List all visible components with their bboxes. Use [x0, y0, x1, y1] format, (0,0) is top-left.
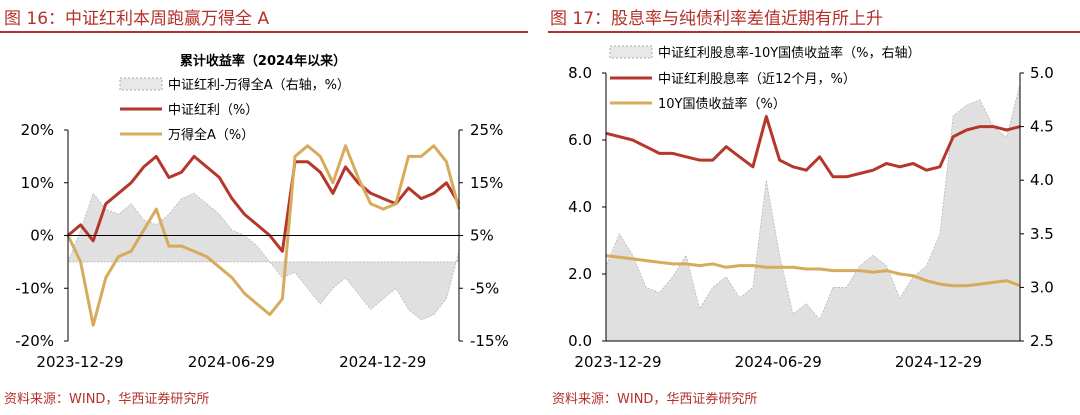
- right-figure-title: 图 17：股息率与纯债利率差值近期有所上升: [550, 9, 884, 29]
- right-y-right-tick-label: 5.0: [1030, 64, 1054, 82]
- left-x-tick-label: 2024-12-29: [339, 353, 426, 371]
- left-source-note: 资料来源：WIND，华西证券研究所: [4, 392, 210, 407]
- right-series-1-line: [605, 115, 1021, 179]
- right-y-right-tick-label: 4.0: [1030, 171, 1054, 189]
- right-y-left-tick-label: 4.0: [568, 198, 592, 216]
- right-series-0-area: [605, 83, 1021, 342]
- right-tick-layer: 8.0 6.0 4.0 2.0 0.0 5.0 4.5 4.0 3.5 3.0 2.5 2023-12…: [568, 64, 1054, 371]
- left-legend-label-wind: 万得全A（%）: [168, 127, 254, 143]
- right-y-left-tick-label: 0.0: [568, 332, 592, 350]
- right-y-right-tick-label: 2.5: [1030, 332, 1054, 350]
- left-y-right-tick-label: 25%: [470, 121, 503, 139]
- left-tick-layer: 20% 10% 0% -10% -20% 25% 15% 5% -5% -15% 2023-12-2…: [15, 121, 509, 371]
- right-legend-label-dividend: 中证红利股息率（近12个月，%）: [658, 71, 856, 87]
- left-y-right-tick-label: 15%: [470, 174, 503, 192]
- left-y-left-tick-label: 20%: [21, 121, 54, 139]
- left-figure-title: 图 16：中证红利本周跑赢万得全 A: [4, 9, 270, 29]
- left-chart: 20% 10% 0% -10% -20% 25% 15% 5% -5% -15% 2023-12-2…: [15, 53, 509, 371]
- left-y-right-tick-label: 5%: [470, 227, 494, 245]
- right-title-rule: [548, 31, 1080, 33]
- right-source-note: 资料来源：WIND，华西证券研究所: [552, 392, 758, 407]
- left-series-1-line: [67, 154, 461, 253]
- right-y-left-tick-label: 6.0: [568, 131, 592, 149]
- right-y-right-tick-label: 3.5: [1030, 225, 1054, 243]
- left-legend: 中证红利-万得全A（右轴，%） 中证红利（%） 万得全A（%）: [119, 77, 350, 143]
- left-y-right-tick-label: -5%: [470, 279, 499, 297]
- left-legend-swatch-area: [119, 77, 163, 91]
- left-title-rule: [0, 31, 528, 33]
- right-y-left-tick-label: 8.0: [568, 64, 592, 82]
- right-x-tick-label: 2024-06-29: [735, 353, 822, 371]
- right-x-tick-label: 2023-12-29: [574, 353, 661, 371]
- right-legend-swatch-area: [609, 45, 653, 59]
- right-legend: 中证红利股息率-10Y国债收益率（%，右轴） 中证红利股息率（近12个月，%） …: [609, 45, 921, 112]
- right-series-2-line: [605, 254, 1021, 288]
- right-y-left-tick-label: 2.0: [568, 265, 592, 283]
- left-series-2-line: [66, 144, 461, 327]
- right-area-layer: [605, 83, 1021, 342]
- right-line-layer: [605, 115, 1021, 288]
- right-legend-label-bond: 10Y国债收益率（%）: [658, 96, 786, 112]
- left-legend-label-dividend: 中证红利（%）: [168, 102, 258, 118]
- right-chart: 8.0 6.0 4.0 2.0 0.0 5.0 4.5 4.0 3.5 3.0 2.5 2023-12…: [568, 45, 1054, 371]
- right-legend-label-area: 中证红利股息率-10Y国债收益率（%，右轴）: [658, 45, 921, 61]
- left-legend-label-area: 中证红利-万得全A（右轴，%）: [168, 77, 350, 93]
- left-x-tick-label: 2023-12-29: [36, 353, 123, 371]
- left-area-layer: [67, 192, 460, 321]
- left-y-left-tick-label: -10%: [15, 279, 54, 297]
- right-y-right-tick-label: 4.5: [1030, 118, 1054, 136]
- left-series-0-area: [67, 192, 460, 321]
- right-y-right-tick-label: 3.0: [1030, 278, 1054, 296]
- left-y-left-tick-label: 10%: [21, 174, 54, 192]
- left-chart-title: 累计收益率（2024年以来）: [180, 53, 346, 69]
- right-x-tick-label: 2024-12-29: [895, 353, 982, 371]
- left-y-right-tick-label: -15%: [470, 332, 509, 350]
- left-y-left-tick-label: 0%: [30, 227, 54, 245]
- left-x-tick-label: 2024-06-29: [188, 353, 275, 371]
- left-line-layer: [66, 144, 461, 327]
- left-y-left-tick-label: -20%: [15, 332, 54, 350]
